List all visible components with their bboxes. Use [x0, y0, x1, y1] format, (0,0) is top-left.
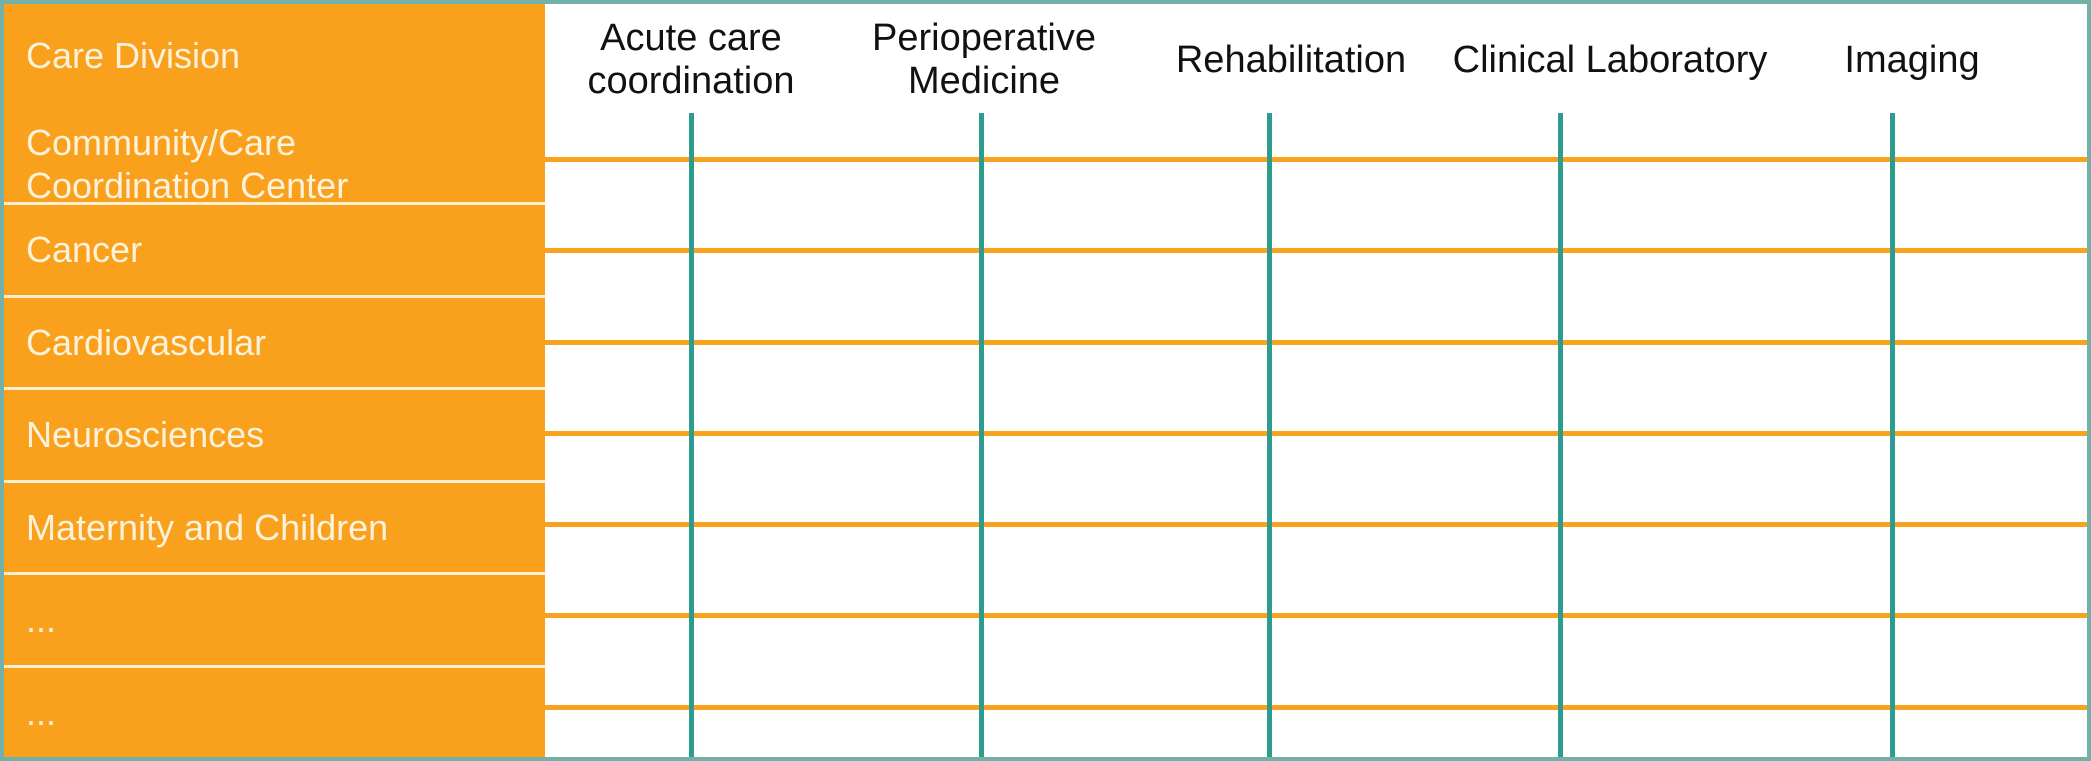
grid-row-line-7 [545, 705, 2087, 710]
row-header-column: Care Division Community/Care Coordinatio… [4, 4, 545, 757]
column-header-rehabilitation: Rehabilitation [1175, 38, 1407, 81]
column-drop-line-perioperative-medicine [979, 113, 984, 757]
grid-row-line-1 [545, 157, 2087, 162]
grid-row-line-6 [545, 613, 2087, 618]
row-header-cardiovascular: Cardiovascular [4, 294, 545, 388]
row-header-neurosciences: Neurosciences [4, 387, 545, 480]
row-header-label: Cancer [26, 229, 143, 271]
grid-row-line-5 [545, 522, 2087, 527]
row-header-ellipsis-2: ... [4, 664, 545, 758]
corner-block: Care Division Community/Care Coordinatio… [4, 4, 545, 206]
column-drop-line-acute-care-coordination [689, 113, 694, 757]
corner-header-care-division: Care Division [26, 35, 241, 76]
column-drop-line-imaging [1890, 113, 1895, 757]
row-header-ellipsis-1: ... [4, 572, 545, 665]
grid-row-line-2 [545, 248, 2087, 253]
row-header-maternity-and-children: Maternity and Children [4, 479, 545, 573]
row-header-cancer: Cancer [4, 202, 545, 295]
column-drop-line-rehabilitation [1267, 113, 1272, 757]
column-header-clinical-laboratory: Clinical Laboratory [1452, 38, 1768, 81]
column-header-acute-care-coordination: Acute care coordination [587, 17, 795, 102]
column-header-imaging: Imaging [1844, 38, 1980, 81]
row-header-label: ... [26, 599, 57, 641]
row-header-label: Cardiovascular [26, 321, 267, 363]
row-header-label: Neurosciences [26, 414, 265, 456]
grid-row-line-3 [545, 340, 2087, 345]
row-header-community-care-coordination-center: Community/Care Coordination Center [26, 122, 349, 207]
row-header-label: Maternity and Children [26, 506, 389, 548]
row-header-label: ... [26, 691, 57, 733]
column-drop-line-clinical-laboratory [1558, 113, 1563, 757]
grid-row-line-4 [545, 431, 2087, 436]
column-header-perioperative-medicine: Perioperative Medicine [872, 17, 1096, 102]
